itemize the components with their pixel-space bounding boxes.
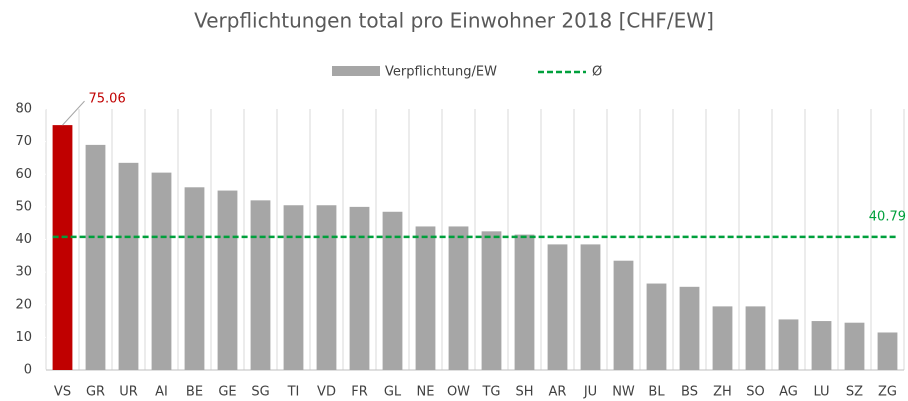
bar [349, 206, 370, 370]
y-tick-label: 30 [15, 265, 32, 280]
bar [316, 205, 337, 370]
bar [52, 125, 73, 370]
bar [217, 190, 238, 370]
bar [745, 306, 766, 370]
data-label: 75.06 [89, 92, 126, 107]
bar [481, 231, 502, 370]
bar [250, 200, 271, 370]
x-tick-label: TI [287, 385, 300, 400]
bar [283, 205, 304, 370]
x-tick-label: GR [86, 385, 105, 400]
x-tick-label: LU [813, 385, 829, 400]
y-tick-label: 20 [15, 297, 32, 312]
y-tick-label: 70 [15, 134, 32, 149]
x-tick-label: VD [317, 385, 336, 400]
legend-label: Ø [592, 65, 602, 80]
x-tick-label: AG [779, 385, 798, 400]
x-tick-label: FR [351, 385, 368, 400]
bar [118, 162, 139, 370]
chart-title: Verpflichtungen total pro Einwohner 2018… [194, 9, 714, 33]
x-tick-label: ZH [713, 385, 732, 400]
x-tick-label: TG [481, 385, 500, 400]
bar [85, 144, 106, 370]
leader-line [62, 100, 85, 126]
x-tick-label: SZ [846, 385, 863, 400]
bar [514, 234, 535, 370]
x-tick-label: SO [746, 385, 764, 400]
x-tick-label: BE [186, 385, 203, 400]
x-tick-label: OW [447, 385, 470, 400]
x-tick-label: NE [417, 385, 435, 400]
bar [844, 322, 865, 370]
x-tick-label: JU [583, 385, 597, 400]
bar [679, 286, 700, 370]
bar [448, 226, 469, 370]
bar [877, 332, 898, 370]
y-tick-label: 40 [15, 232, 32, 247]
bar [811, 321, 832, 370]
bar [547, 244, 568, 370]
x-tick-label: AR [549, 385, 567, 400]
y-tick-label: 10 [15, 330, 32, 345]
x-tick-label: NW [612, 385, 635, 400]
x-tick-label: GL [384, 385, 402, 400]
legend-swatch [332, 66, 380, 76]
bar [184, 187, 205, 370]
bar [382, 211, 403, 370]
x-tick-label: GE [218, 385, 236, 400]
x-tick-label: AI [155, 385, 168, 400]
y-tick-label: 60 [15, 167, 32, 182]
y-tick-label: 50 [15, 199, 32, 214]
average-label: 40.79 [869, 209, 906, 224]
bar [646, 283, 667, 370]
bar [613, 260, 634, 370]
x-tick-label: VS [54, 385, 71, 400]
x-tick-label: SG [251, 385, 269, 400]
bar [580, 244, 601, 370]
x-tick-label: SH [515, 385, 533, 400]
x-tick-label: BL [648, 385, 665, 400]
x-tick-label: ZG [878, 385, 897, 400]
y-tick-label: 80 [15, 102, 32, 117]
bar [151, 172, 172, 370]
y-tick-label: 0 [24, 363, 32, 378]
x-tick-label: UR [119, 385, 138, 400]
x-tick-label: BS [681, 385, 698, 400]
legend-label: Verpflichtung/EW [385, 65, 497, 80]
bar [778, 319, 799, 370]
bar [712, 306, 733, 370]
bar [415, 226, 436, 370]
